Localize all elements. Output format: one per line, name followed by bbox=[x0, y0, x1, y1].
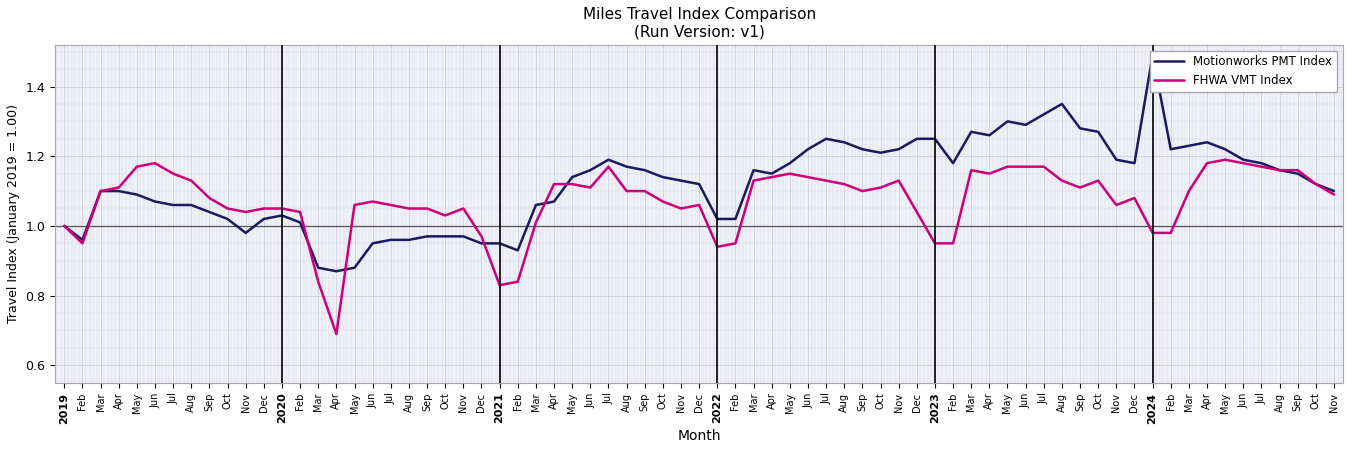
Legend: Motionworks PMT Index, FHWA VMT Index: Motionworks PMT Index, FHWA VMT Index bbox=[1150, 50, 1336, 92]
Motionworks PMT Index bbox=[238, 230, 254, 236]
Y-axis label: Travel Index (January 2019 = 1.00): Travel Index (January 2019 = 1.00) bbox=[7, 104, 20, 323]
Motionworks PMT Index bbox=[836, 140, 852, 145]
FHWA VMT Index bbox=[836, 181, 852, 187]
Title: Miles Travel Index Comparison
(Run Version: v1): Miles Travel Index Comparison (Run Versi… bbox=[583, 7, 815, 39]
Motionworks PMT Index bbox=[691, 181, 707, 187]
Motionworks PMT Index bbox=[1326, 189, 1342, 194]
Motionworks PMT Index bbox=[1289, 171, 1305, 176]
FHWA VMT Index bbox=[92, 189, 108, 194]
Motionworks PMT Index bbox=[1145, 53, 1161, 58]
X-axis label: Month: Month bbox=[678, 429, 721, 443]
Motionworks PMT Index bbox=[57, 223, 73, 229]
FHWA VMT Index bbox=[691, 202, 707, 208]
FHWA VMT Index bbox=[238, 209, 254, 215]
Motionworks PMT Index bbox=[328, 269, 344, 274]
Line: FHWA VMT Index: FHWA VMT Index bbox=[65, 160, 1334, 334]
FHWA VMT Index bbox=[1235, 161, 1251, 166]
FHWA VMT Index bbox=[328, 331, 344, 337]
FHWA VMT Index bbox=[1218, 157, 1234, 162]
Motionworks PMT Index bbox=[92, 189, 108, 194]
Motionworks PMT Index bbox=[1235, 157, 1251, 162]
FHWA VMT Index bbox=[57, 223, 73, 229]
FHWA VMT Index bbox=[1326, 192, 1342, 197]
FHWA VMT Index bbox=[1289, 167, 1305, 173]
Line: Motionworks PMT Index: Motionworks PMT Index bbox=[65, 55, 1334, 271]
